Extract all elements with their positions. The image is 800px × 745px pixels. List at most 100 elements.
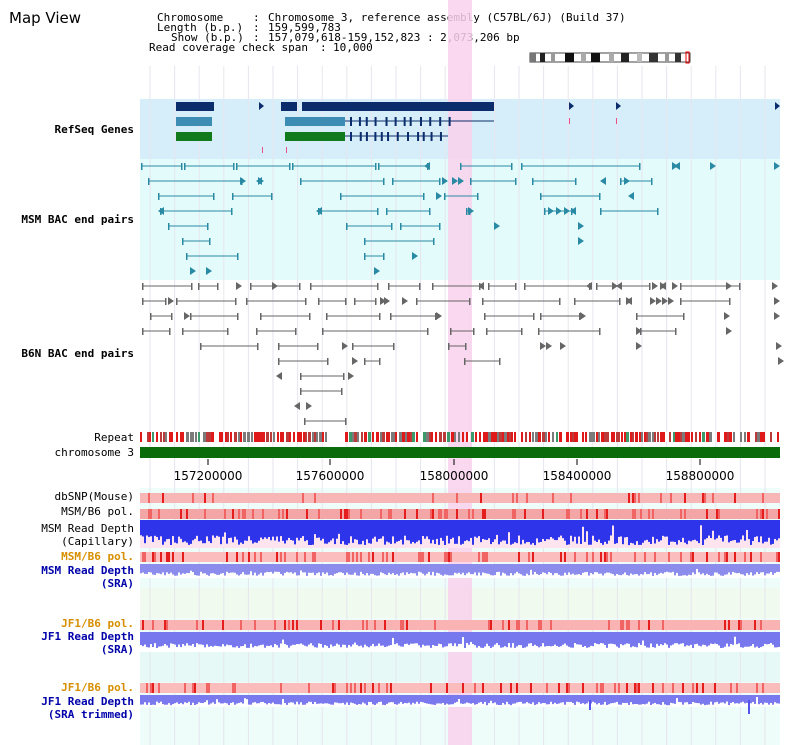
heat-cell bbox=[724, 552, 726, 562]
heat-cell bbox=[540, 620, 542, 630]
heat-cell bbox=[176, 493, 178, 503]
depth-bar bbox=[386, 520, 388, 542]
depth-bar bbox=[622, 564, 624, 575]
heat-cell bbox=[574, 620, 576, 630]
heat-cell bbox=[158, 620, 160, 630]
depth-bar bbox=[770, 520, 772, 545]
heat-cell bbox=[306, 552, 308, 562]
depth-bar bbox=[274, 564, 276, 572]
heat-cell bbox=[556, 620, 558, 630]
heat-cell bbox=[566, 683, 568, 693]
depth-bar bbox=[744, 695, 746, 704]
heat-cell bbox=[464, 683, 466, 693]
depth-bar bbox=[468, 520, 470, 542]
depth-bar bbox=[348, 564, 350, 575]
heat-cell bbox=[248, 683, 250, 693]
depth-bar bbox=[452, 520, 454, 538]
heat-cell bbox=[506, 493, 508, 503]
heat-cell bbox=[604, 552, 606, 562]
repeat-mark bbox=[607, 432, 610, 442]
heat-cell bbox=[740, 493, 742, 503]
bac-end bbox=[383, 178, 385, 185]
heat-cell bbox=[628, 552, 630, 562]
depth-bar bbox=[294, 695, 296, 705]
heat-cell bbox=[734, 493, 736, 503]
heat-cell bbox=[564, 683, 566, 693]
depth-bar bbox=[614, 632, 616, 645]
depth-bar bbox=[696, 632, 698, 644]
depth-bar bbox=[200, 632, 202, 645]
depth-bar bbox=[158, 564, 160, 574]
bac-end bbox=[464, 358, 466, 365]
heat-cell bbox=[658, 620, 660, 630]
chromosome-ideogram[interactable] bbox=[529, 51, 694, 65]
depth-bar bbox=[706, 564, 708, 574]
depth-bar bbox=[170, 695, 172, 706]
heat-cell bbox=[634, 493, 636, 503]
bac-end bbox=[300, 373, 302, 380]
depth-bar bbox=[644, 632, 646, 646]
bac-end bbox=[343, 373, 345, 380]
depth-bar bbox=[354, 632, 356, 643]
heat-cell bbox=[268, 552, 270, 562]
heat-cell bbox=[604, 620, 606, 630]
depth-bar bbox=[336, 695, 338, 703]
depth-bar bbox=[414, 520, 416, 544]
depth-bar bbox=[622, 632, 624, 646]
depth-bar bbox=[496, 564, 498, 573]
repeat-mark bbox=[374, 432, 377, 442]
heat-cell bbox=[420, 683, 422, 693]
depth-bar bbox=[586, 564, 588, 573]
repeat-mark bbox=[190, 432, 193, 442]
heat-cell bbox=[260, 620, 262, 630]
heat-cell bbox=[382, 683, 384, 693]
repeat-mark bbox=[225, 432, 228, 442]
heat-cell bbox=[726, 493, 728, 503]
heat-cell bbox=[508, 552, 510, 562]
depth-bar bbox=[386, 695, 388, 704]
repeat-mark bbox=[538, 432, 541, 442]
heat-cell bbox=[656, 509, 658, 519]
repeat-mark bbox=[160, 432, 162, 442]
heat-cell bbox=[764, 620, 766, 630]
heat-cell bbox=[206, 683, 208, 693]
heat-cell bbox=[410, 493, 412, 503]
heat-cell bbox=[658, 552, 660, 562]
depth-bar bbox=[560, 632, 562, 647]
depth-bar bbox=[472, 632, 474, 645]
heat-cell bbox=[676, 509, 678, 519]
heat-cell bbox=[294, 620, 296, 630]
heat-cell bbox=[750, 552, 752, 562]
repeat-mark bbox=[521, 432, 523, 442]
heat-cell bbox=[644, 552, 646, 562]
bac-end bbox=[257, 343, 259, 350]
bac-end bbox=[169, 328, 171, 335]
depth-bar bbox=[598, 520, 600, 540]
heat-cell bbox=[260, 552, 262, 562]
depth-bar bbox=[682, 520, 684, 538]
depth-bar bbox=[286, 632, 288, 646]
heat-cell bbox=[228, 620, 230, 630]
heat-cell bbox=[504, 620, 506, 630]
heat-cell bbox=[728, 620, 730, 630]
bac-end bbox=[310, 283, 312, 290]
depth-bar bbox=[674, 520, 676, 542]
depth-bar bbox=[286, 564, 288, 572]
heat-cell bbox=[154, 552, 156, 562]
bac-end bbox=[388, 283, 390, 290]
heat-cell bbox=[522, 552, 524, 562]
depth-bar bbox=[684, 632, 686, 647]
heat-cell bbox=[428, 509, 430, 519]
depth-bar bbox=[586, 695, 588, 704]
heat-cell bbox=[778, 509, 780, 519]
depth-bar bbox=[264, 564, 266, 573]
depth-bar bbox=[234, 564, 236, 573]
bac-end bbox=[511, 163, 513, 170]
heat-cell bbox=[634, 620, 636, 630]
heat-cell bbox=[654, 552, 656, 562]
depth-bar bbox=[682, 695, 684, 705]
heat-cell bbox=[470, 509, 472, 519]
depth-bar bbox=[466, 520, 468, 541]
depth-bar bbox=[250, 564, 252, 572]
heat-cell bbox=[160, 493, 162, 503]
